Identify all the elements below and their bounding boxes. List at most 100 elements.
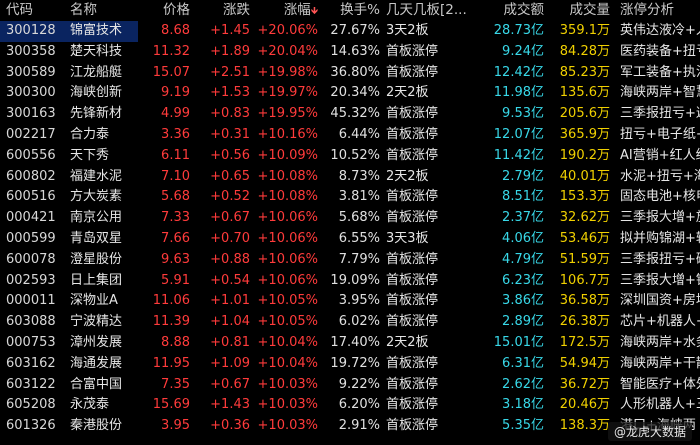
header-change[interactable]: 涨跌 bbox=[223, 2, 250, 18]
cell-price: 8.68 bbox=[161, 23, 190, 38]
table-row[interactable]: 000011 深物业A 11.06 +1.01 +10.05% 3.95% 首板涨停 3.86… bbox=[0, 291, 700, 312]
cell-turnover: 19.09% bbox=[330, 272, 380, 288]
cell-volume: 365.9万 bbox=[559, 126, 610, 142]
cell-pct: +10.06% bbox=[257, 230, 318, 246]
cell-analysis: 人形机器人+三 bbox=[620, 397, 700, 413]
cell-code: 600516 bbox=[6, 189, 56, 205]
header-code[interactable]: 代码 bbox=[6, 2, 33, 18]
cell-amount: 28.73亿 bbox=[493, 23, 544, 38]
cell-change: +0.54 bbox=[210, 272, 250, 288]
header-pct[interactable]: 涨幅🡻 bbox=[250, 0, 318, 21]
cell-analysis: 英伟达液冷+人 bbox=[620, 23, 700, 38]
cell-name: 永茂泰 bbox=[70, 397, 110, 413]
cell-name: 日上集团 bbox=[70, 272, 123, 288]
cell-amount: 9.24亿 bbox=[502, 43, 544, 59]
header-analysis[interactable]: 涨停分析 bbox=[620, 2, 674, 18]
table-row[interactable]: 002217 合力泰 3.36 +0.31 +10.16% 6.44% 首板涨停 12.07亿… bbox=[0, 125, 700, 146]
cell-turnover: 5.68% bbox=[338, 210, 380, 226]
cell-name: 福建水泥 bbox=[70, 168, 123, 184]
cell-price: 5.91 bbox=[161, 272, 190, 288]
table-row[interactable]: 000753 漳州发展 8.88 +0.81 +10.04% 17.40% 2天2板 15.0… bbox=[0, 333, 700, 354]
cell-name: 天下秀 bbox=[70, 147, 110, 163]
table-row[interactable]: 600802 福建水泥 7.10 +0.65 +10.08% 8.73% 2天2板 2.79亿… bbox=[0, 167, 700, 188]
cell-ban: 首板涨停 bbox=[386, 43, 439, 59]
header-turnover[interactable]: 换手% bbox=[340, 2, 380, 18]
cell-code: 000599 bbox=[6, 230, 56, 246]
header-volume[interactable]: 成交量 bbox=[569, 2, 611, 18]
table-row[interactable]: 000421 南京公用 7.33 +0.67 +10.06% 5.68% 首板涨停 2.37亿… bbox=[0, 208, 700, 229]
cell-analysis: 三季报扭亏+遮 bbox=[620, 106, 700, 122]
cell-name: 合富中国 bbox=[70, 376, 123, 392]
cell-analysis: 海峡两岸+干散 bbox=[620, 355, 700, 371]
table-row[interactable]: 600078 澄星股份 9.63 +0.88 +10.06% 7.79% 首板涨停 4.79亿… bbox=[0, 250, 700, 271]
cell-ban: 首板涨停 bbox=[386, 189, 439, 205]
table-row[interactable]: 300589 江龙船艇 15.07 +2.51 +19.98% 36.80% 首板涨停 12.… bbox=[0, 63, 700, 84]
cell-analysis: AI营销+红人经 bbox=[620, 147, 700, 163]
table-row[interactable]: 605208 永茂泰 15.69 +1.43 +10.03% 6.20% 首板涨停 3.18亿… bbox=[0, 395, 700, 416]
cell-pct: +10.16% bbox=[257, 126, 318, 142]
cell-analysis: 固态电池+核电 bbox=[620, 189, 700, 205]
cell-ban: 首板涨停 bbox=[386, 355, 439, 371]
cell-turnover: 6.20% bbox=[338, 397, 380, 413]
cell-change: +1.53 bbox=[210, 85, 250, 101]
cell-pct: +10.05% bbox=[257, 314, 318, 330]
cell-amount: 12.07亿 bbox=[493, 126, 544, 142]
table-row[interactable]: 300163 先锋新材 4.99 +0.83 +19.95% 45.32% 首板涨停 9.53… bbox=[0, 104, 700, 125]
table-row[interactable]: 601326 秦港股份 3.95 +0.36 +10.03% 2.91% 首板涨停 5.35亿… bbox=[0, 416, 700, 437]
cell-price: 4.99 bbox=[161, 106, 190, 122]
cell-code: 000421 bbox=[6, 210, 56, 226]
table-row[interactable]: 603122 合富中国 7.35 +0.67 +10.03% 9.22% 首板涨停 2.62亿… bbox=[0, 375, 700, 396]
table-row[interactable]: 600556 天下秀 6.11 +0.56 +10.09% 10.52% 首板涨停 11.42… bbox=[0, 146, 700, 167]
cell-code: 300128 bbox=[0, 21, 66, 42]
cell-change: +0.36 bbox=[210, 418, 250, 434]
header-price[interactable]: 价格 bbox=[163, 2, 190, 18]
cell-volume: 135.6万 bbox=[559, 85, 610, 101]
cell-analysis: 三季报大增+旅 bbox=[620, 210, 700, 226]
cell-change: +0.83 bbox=[210, 106, 250, 122]
cell-price: 8.88 bbox=[161, 334, 190, 350]
table-row[interactable]: 000599 青岛双星 7.66 +0.70 +10.06% 6.55% 3天3板 4.06亿… bbox=[0, 229, 700, 250]
cell-ban: 首板涨停 bbox=[386, 126, 439, 142]
cell-amount: 2.37亿 bbox=[502, 210, 544, 226]
cell-volume: 359.1万 bbox=[559, 23, 610, 38]
cell-ban: 首板涨停 bbox=[386, 210, 439, 226]
cell-volume: 84.28万 bbox=[559, 43, 610, 59]
table-row[interactable]: 603162 海通发展 11.95 +1.09 +10.04% 19.72% 首板涨停 6.3… bbox=[0, 354, 700, 375]
header-ban[interactable]: 几天几板[2... bbox=[386, 2, 467, 18]
cell-volume: 190.2万 bbox=[559, 147, 610, 163]
cell-turnover: 20.34% bbox=[330, 85, 380, 101]
cell-code: 600078 bbox=[6, 251, 56, 267]
cell-change: +1.45 bbox=[210, 23, 250, 38]
cell-analysis: 拟并购锦湖+轮 bbox=[620, 230, 700, 246]
header-name[interactable]: 名称 bbox=[70, 2, 97, 18]
table-row[interactable]: 300128 锦富技术 8.68 +1.45 +20.06% 27.67% 3天2板 28.7… bbox=[0, 21, 700, 42]
cell-ban: 3天2板 bbox=[386, 23, 429, 38]
table-row[interactable]: 002593 日上集团 5.91 +0.54 +10.06% 19.09% 首板涨停 6.23… bbox=[0, 271, 700, 292]
cell-pct: +20.04% bbox=[257, 43, 318, 59]
cell-volume: 53.46万 bbox=[559, 230, 610, 246]
cell-volume: 40.01万 bbox=[559, 168, 610, 184]
cell-pct: +10.03% bbox=[257, 418, 318, 434]
cell-change: +2.51 bbox=[210, 64, 250, 80]
table-row[interactable]: 300358 楚天科技 11.32 +1.89 +20.04% 14.63% 首板涨停 9.2… bbox=[0, 42, 700, 63]
cell-change: +0.52 bbox=[210, 189, 250, 205]
table-row[interactable]: 603088 宁波精达 11.39 +1.04 +10.05% 6.02% 首板涨停 2.89… bbox=[0, 312, 700, 333]
cell-code: 002593 bbox=[6, 272, 56, 288]
cell-pct: +20.06% bbox=[257, 23, 318, 38]
cell-turnover: 6.02% bbox=[338, 314, 380, 330]
cell-name: 合力泰 bbox=[70, 126, 110, 142]
cell-amount: 2.79亿 bbox=[502, 168, 544, 184]
cell-volume: 153.3万 bbox=[559, 189, 610, 205]
cell-code: 300358 bbox=[6, 43, 56, 59]
table-row[interactable]: 600516 方大炭素 5.68 +0.52 +10.08% 3.81% 首板涨停 8.51亿… bbox=[0, 187, 700, 208]
cell-code: 603122 bbox=[6, 376, 56, 392]
cell-ban: 2天2板 bbox=[386, 168, 429, 184]
header-amount[interactable]: 成交额 bbox=[503, 2, 545, 18]
cell-analysis: 海峡两岸+水务 bbox=[620, 334, 700, 350]
cell-ban: 首板涨停 bbox=[386, 293, 439, 309]
cell-pct: +19.98% bbox=[257, 64, 318, 80]
cell-amount: 12.42亿 bbox=[493, 64, 544, 80]
cell-code: 601326 bbox=[6, 418, 56, 434]
table-row[interactable]: 300300 海峡创新 9.19 +1.53 +19.97% 20.34% 2天2板 11.9… bbox=[0, 83, 700, 104]
